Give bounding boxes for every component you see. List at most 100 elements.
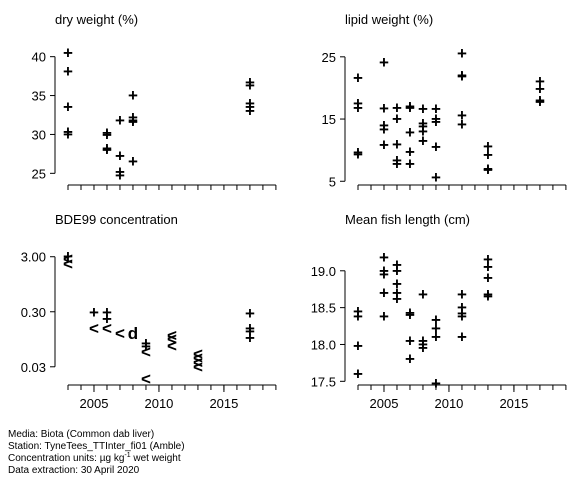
y-tick-label: 25 [322,50,336,65]
y-tick-label: 0.03 [21,360,46,375]
point: < [102,319,112,338]
point: + [89,303,99,322]
units-prefix: Concentration units: µg kg [8,453,124,464]
point: + [457,328,467,347]
point: + [535,93,545,112]
panel-title: Mean fish length (cm) [345,212,470,227]
point: + [418,339,428,358]
point: + [128,111,138,130]
point: + [63,62,73,81]
point: + [392,261,402,280]
point: + [392,135,402,154]
panel-title: dry weight (%) [55,12,138,27]
point: + [457,307,467,326]
point: < [193,357,203,376]
x-tick-label: 2015 [209,396,238,411]
point: + [353,98,363,117]
y-tick-label: 0.30 [21,305,46,320]
y-tick-label: 3.00 [21,250,46,265]
y-tick-label: 25 [32,166,46,181]
point: + [431,113,441,132]
point: + [102,310,112,329]
units-sup: -1 [124,452,130,459]
point: + [483,258,493,277]
point: + [115,111,125,130]
point: + [379,120,389,139]
y-tick-label: 40 [32,50,46,65]
point: + [418,117,428,136]
point: + [457,298,467,317]
point: + [431,328,441,347]
y-tick-label: 18.5 [311,301,336,316]
x-tick-label: 2005 [80,396,109,411]
point: + [141,334,151,353]
point: + [379,248,389,267]
x-tick-label: 2015 [499,396,528,411]
y-tick-label: 5 [329,174,336,189]
point: + [353,94,363,113]
point: < [89,319,99,338]
point: + [392,289,402,308]
point: + [63,247,73,266]
point: + [392,283,402,302]
point: + [431,100,441,119]
footer-media: Media: Biota (Common dab liver) [8,429,154,440]
point: + [431,138,441,157]
point: + [392,154,402,173]
point: + [405,306,415,325]
point: + [128,113,138,132]
point: + [418,285,428,304]
y-tick-label: 35 [32,89,46,104]
point: + [128,152,138,171]
point: + [128,86,138,105]
point: + [405,123,415,142]
point: + [418,114,428,133]
point: + [102,141,112,160]
point: + [457,66,467,85]
point: + [115,147,125,166]
point: + [245,94,255,113]
point: + [102,126,112,145]
point: + [392,98,402,117]
point: + [405,350,415,369]
point: < [115,324,125,343]
point: + [457,115,467,134]
point: + [405,97,415,116]
y-tick-label: 18.0 [311,337,336,352]
point: < [63,250,73,269]
point: + [353,307,363,326]
footer-units: Concentration units: µg kg-1 wet weight [8,452,181,464]
point: + [483,287,493,306]
x-tick-label: 2010 [434,396,463,411]
point: + [431,110,441,129]
point: + [405,98,415,117]
point: + [63,125,73,144]
point: + [128,108,138,127]
point: + [483,285,493,304]
point: + [245,73,255,92]
point: + [418,331,428,350]
point: + [245,76,255,95]
point: < [167,337,177,356]
point: + [63,98,73,117]
point: + [102,123,112,142]
point: + [353,68,363,87]
point: + [457,67,467,86]
point: + [457,44,467,63]
point: d [128,324,138,343]
point: + [115,162,125,181]
point: + [379,265,389,284]
point: + [431,374,441,393]
point: + [392,275,402,294]
point: + [418,335,428,354]
point: + [392,151,402,170]
x-tick-label: 2010 [144,396,173,411]
point: + [353,302,363,321]
point: + [353,145,363,164]
point: + [102,303,112,322]
point: < [167,329,177,348]
point: + [392,255,402,274]
point: + [483,269,493,288]
point: + [431,311,441,330]
y-tick-label: 19.0 [311,264,336,279]
